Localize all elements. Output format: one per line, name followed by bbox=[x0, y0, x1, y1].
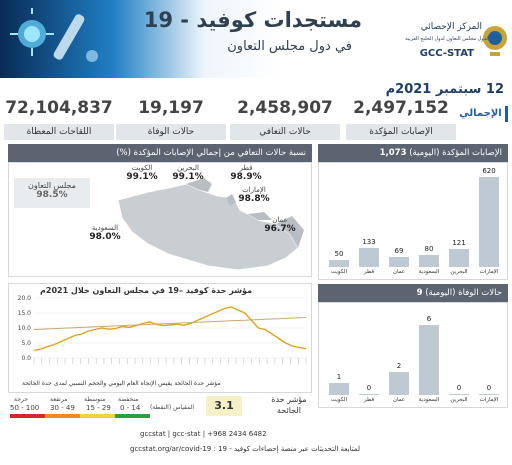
header-banner bbox=[0, 0, 512, 78]
trend-chart: 20.0 15.0 10.0 5.0 0.0 bbox=[18, 295, 307, 364]
sev-label-high: مرتفعة bbox=[50, 396, 68, 403]
daily-cases-panel: 50 الكويت 133 قطر 69 عمان 80 السعودية 121 البحرين… bbox=[318, 162, 508, 280]
severity-color-bar bbox=[10, 414, 150, 418]
recovery-panel-header: نسبة حالات التعافي من إجمالي الإصابات ال… bbox=[8, 144, 312, 162]
deaths-bar bbox=[449, 394, 469, 395]
cases-bar bbox=[419, 255, 439, 267]
deaths-bar bbox=[419, 325, 439, 395]
confirmed-label: الإصابات المؤكدة bbox=[346, 124, 456, 140]
severity-segment bbox=[80, 414, 115, 418]
cases-value-label: 121 bbox=[452, 239, 466, 248]
cases-value-label: 80 bbox=[424, 245, 434, 254]
deaths-category-label: البحرين bbox=[450, 397, 468, 403]
severity-segment bbox=[115, 414, 150, 418]
trend-ytick-label: 20.0 bbox=[18, 295, 32, 302]
gcc-label: مجلس التعاون bbox=[28, 181, 76, 190]
daily-cases-header: الإصابات المؤكدة (اليومية) 1,073 bbox=[318, 144, 508, 162]
trend-series-line bbox=[33, 317, 307, 330]
deaths-bar bbox=[389, 371, 409, 395]
trend-panel bbox=[8, 283, 312, 393]
trend-ytick-label: 5.0 bbox=[21, 340, 31, 347]
cases-value-label: 133 bbox=[362, 237, 376, 246]
deaths-category-label: الكويت bbox=[330, 397, 347, 403]
deaths-category-label: عمان bbox=[392, 397, 406, 403]
trend-caption: مؤشر حدة الجائحة يقيس الإتجاه العام اليو… bbox=[22, 380, 221, 387]
deaths-bar bbox=[359, 394, 379, 395]
deaths-total: 19,197 bbox=[138, 98, 204, 118]
confirmed-total: 2,497,152 bbox=[353, 98, 449, 118]
org-name-full: لدول مجلس التعاون لدول الخليج العربية bbox=[405, 36, 488, 42]
cases-bar bbox=[449, 249, 469, 267]
daily-deaths-header: حالات الوفاة (اليومية) 9 bbox=[318, 284, 508, 302]
gcc-value: 98.5% bbox=[36, 190, 68, 200]
severity-scale-label: المقياس (النقطة) bbox=[150, 404, 195, 411]
cases-category-label: عمان bbox=[392, 269, 406, 275]
vaccines-label: اللقاحات المعطاة bbox=[4, 124, 114, 140]
deaths-value-label: 0 bbox=[366, 384, 372, 392]
cases-value-label: 620 bbox=[482, 167, 496, 175]
sev-range-low: 0 - 14 bbox=[120, 404, 141, 412]
totals-label: الإجمالي bbox=[456, 106, 508, 122]
report-date: 12 سبتمبر 2021م bbox=[385, 82, 504, 97]
severity-segment bbox=[45, 414, 80, 418]
country-qatar: قطر 98.9% bbox=[230, 164, 262, 182]
deaths-value-label: 6 bbox=[426, 315, 432, 323]
country-saudi: السعودية 98.0% bbox=[89, 224, 121, 242]
country-kuwait: الكويت 99.1% bbox=[126, 164, 158, 182]
vaccines-total: 72,104,837 bbox=[5, 98, 113, 118]
deaths-value-label: 1 bbox=[336, 373, 342, 382]
country-bahrain: البحرين 99.1% bbox=[172, 164, 204, 182]
page-title: مستجدات كوفيد - 19 bbox=[143, 8, 362, 32]
cases-category-label: الكويت bbox=[330, 269, 347, 275]
cases-bar bbox=[329, 259, 349, 267]
sev-label-mid: متوسطة bbox=[84, 396, 106, 403]
deaths-value-label: 2 bbox=[396, 361, 402, 370]
trend-ytick-label: 0.0 bbox=[21, 355, 31, 362]
deaths-bar bbox=[479, 394, 499, 395]
severity-title: مؤشر حدة الجائحة bbox=[271, 395, 307, 415]
severity-value: 3.1 bbox=[206, 396, 242, 416]
deaths-category-label: السعودية bbox=[418, 397, 440, 403]
deaths-category-label: الإمارات bbox=[479, 397, 499, 403]
trend-title: مؤشر حدة كوفيد –19 في مجلس التعاون خلال … bbox=[40, 286, 253, 295]
cases-value-label: 50 bbox=[334, 249, 344, 258]
gcc-recovery-card: مجلس التعاون 98.5% bbox=[14, 178, 90, 208]
sev-range-critical: 50 - 100 bbox=[10, 404, 40, 412]
daily-deaths-panel: 1 الكويت 0 قطر 2 عمان 6 السعودية 0 البحرين 0 الإمار… bbox=[318, 302, 508, 408]
deaths-label: حالات الوفاة bbox=[116, 124, 226, 140]
country-uae: الإمارات 98.8% bbox=[238, 186, 270, 204]
gulf-map-icon bbox=[117, 178, 304, 271]
sev-label-critical: حرجة bbox=[14, 396, 28, 403]
cases-bar bbox=[389, 256, 409, 267]
cases-bar bbox=[479, 177, 499, 267]
recovered-total: 2,458,907 bbox=[237, 98, 333, 118]
cases-category-label: قطر bbox=[363, 269, 375, 275]
cases-category-label: البحرين bbox=[450, 269, 468, 275]
deaths-bar bbox=[329, 383, 349, 395]
trend-ytick-label: 10.0 bbox=[18, 325, 32, 332]
virus-illustration-icon bbox=[10, 8, 98, 62]
sev-range-mid: 15 - 29 bbox=[86, 404, 111, 412]
recovered-label: حالات التعافي bbox=[230, 124, 340, 140]
footer-social[interactable]: gccstat | gcc-stat | +968 2434 6482 bbox=[140, 430, 267, 438]
trend-series-line bbox=[33, 306, 307, 352]
gcc-stat-logo-icon bbox=[483, 26, 507, 56]
org-name-english: GCC-STAT bbox=[419, 48, 474, 59]
sev-range-high: 30 - 49 bbox=[50, 404, 75, 412]
sev-label-low: منخفضة bbox=[118, 396, 139, 403]
org-name-arabic: المركز الإحصائي bbox=[420, 22, 482, 32]
severity-segment bbox=[10, 414, 45, 418]
cases-category-label: الإمارات bbox=[479, 269, 499, 275]
page-subtitle: في دول مجلس التعاون bbox=[227, 39, 352, 54]
trend-ytick-label: 15.0 bbox=[18, 310, 32, 317]
cases-category-label: السعودية bbox=[418, 269, 440, 275]
country-oman: عمان 96.7% bbox=[264, 216, 296, 234]
deaths-category-label: قطر bbox=[363, 397, 375, 403]
deaths-value-label: 0 bbox=[486, 384, 492, 392]
deaths-value-label: 0 bbox=[456, 384, 462, 392]
footer-note[interactable]: لمتابعة التحديثات عبر منصة إحصاءات كوفيد… bbox=[130, 445, 360, 453]
cases-value-label: 69 bbox=[394, 246, 404, 255]
cases-bar bbox=[359, 247, 379, 267]
